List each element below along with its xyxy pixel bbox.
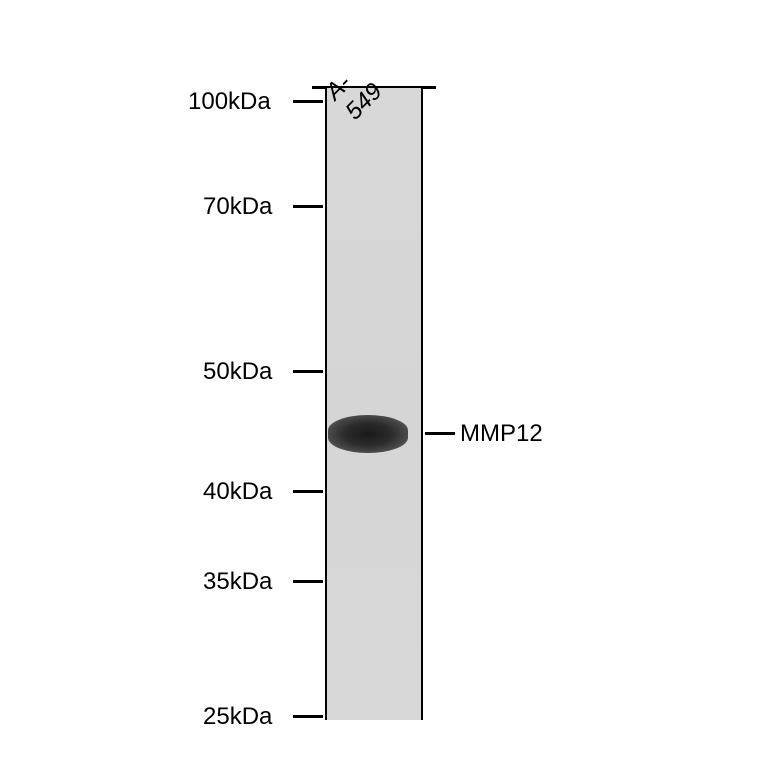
marker-label-100kda: 100kDa: [188, 88, 271, 116]
marker-tick-40kda: [293, 490, 323, 493]
marker-tick-35kda: [293, 580, 323, 583]
marker-tick-50kda: [293, 370, 323, 373]
band-tick-mmp12: [425, 432, 455, 435]
protein-band-mmp12: [328, 415, 408, 453]
marker-label-35kda: 35kDa: [203, 568, 272, 596]
band-label-mmp12: MMP12: [460, 420, 543, 448]
blot-lane: [325, 88, 423, 720]
marker-tick-100kda: [293, 100, 323, 103]
marker-label-40kda: 40kDa: [203, 478, 272, 506]
marker-label-70kda: 70kDa: [203, 193, 272, 221]
marker-label-50kda: 50kDa: [203, 358, 272, 386]
marker-tick-70kda: [293, 205, 323, 208]
marker-tick-25kda: [293, 715, 323, 718]
marker-label-25kda: 25kDa: [203, 703, 272, 731]
